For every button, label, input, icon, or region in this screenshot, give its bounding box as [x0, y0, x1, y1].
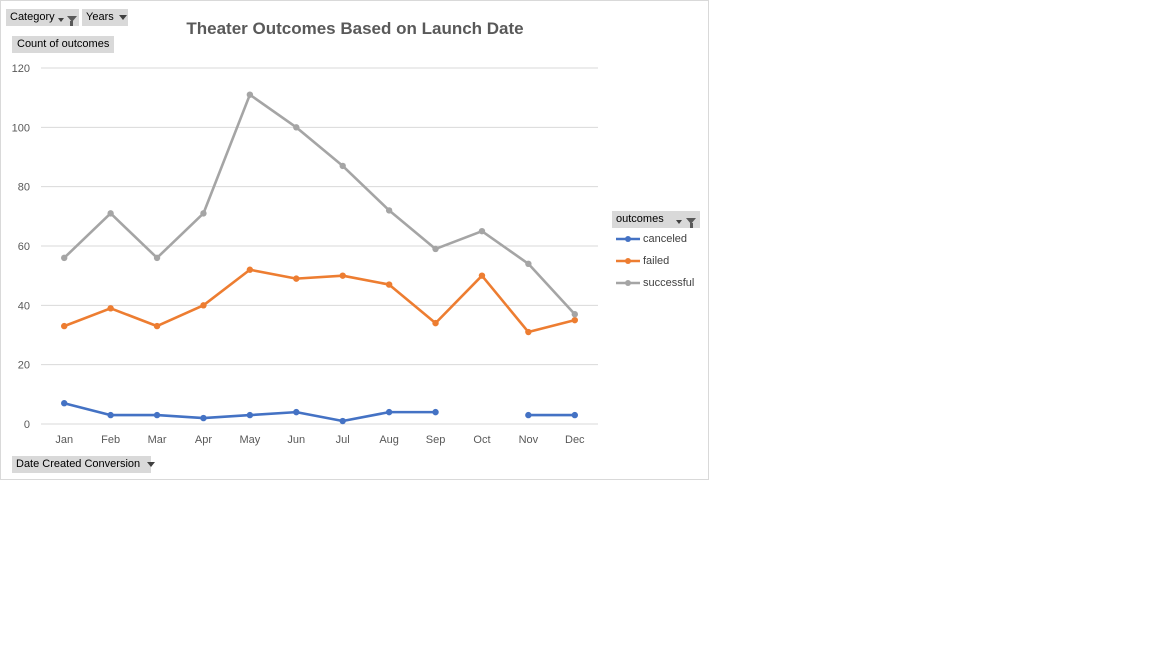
y-tick-label: 20	[18, 360, 30, 372]
legend-swatch-failed	[616, 258, 640, 264]
x-tick-label: May	[239, 434, 260, 446]
data-point-failed-jan[interactable]	[61, 322, 68, 330]
y-tick-label: 60	[18, 241, 30, 253]
data-point-successful-aug[interactable]	[385, 207, 393, 214]
x-tick-label: Jan	[55, 434, 73, 446]
date-axis-field-button[interactable]: Date Created Conversion	[12, 456, 156, 473]
data-point-successful-sep[interactable]	[432, 245, 439, 253]
chevron-down-icon	[676, 219, 682, 224]
gridlines	[41, 67, 598, 425]
legend-field-button[interactable]: outcomes	[612, 211, 700, 228]
x-tick-label: Nov	[519, 434, 539, 446]
x-tick-label: Aug	[379, 434, 399, 446]
series-failed	[61, 266, 578, 336]
data-point-failed-jun[interactable]	[293, 275, 300, 282]
years-filter-button[interactable]: Years	[82, 9, 128, 26]
legend-label-canceled: canceled	[643, 233, 688, 245]
series-lines	[61, 91, 578, 425]
chevron-down-icon	[57, 17, 64, 22]
y-tick-label: 80	[18, 182, 30, 194]
y-tick-label: 40	[18, 300, 30, 312]
data-point-failed-mar[interactable]	[153, 322, 161, 330]
series-line-canceled	[63, 401, 575, 423]
data-point-failed-dec[interactable]	[571, 316, 578, 324]
data-point-canceled-dec[interactable]	[571, 411, 578, 419]
data-point-successful-apr[interactable]	[200, 210, 207, 217]
y-axis-ticks: 0 20 40 60 80 100 120	[12, 63, 30, 431]
legend-swatch-canceled	[616, 236, 640, 242]
data-point-canceled-feb[interactable]	[107, 411, 114, 419]
x-tick-label: Sep	[426, 434, 446, 446]
data-point-successful-oct[interactable]	[478, 227, 486, 235]
data-point-canceled-may[interactable]	[246, 411, 254, 419]
data-point-canceled-mar[interactable]	[153, 411, 161, 419]
data-point-successful-feb[interactable]	[107, 210, 114, 217]
pivot-chart[interactable]: Category Years Count of outcomes Theater…	[0, 0, 709, 480]
legend-label-successful: successful	[643, 277, 695, 289]
series-line-successful	[63, 93, 576, 316]
series-canceled	[61, 400, 578, 425]
dropdown-arrow-icon	[147, 462, 156, 467]
data-point-canceled-aug[interactable]	[385, 408, 393, 416]
data-point-canceled-apr[interactable]	[200, 414, 207, 422]
years-filter-label: Years	[86, 11, 114, 23]
filter-icon	[686, 217, 696, 228]
x-tick-label: Feb	[101, 434, 120, 446]
category-filter-label: Category	[10, 11, 55, 23]
series-line-failed	[63, 268, 576, 334]
category-filter-button[interactable]: Category	[6, 9, 79, 26]
y-tick-label: 100	[12, 122, 30, 134]
filter-icon	[66, 15, 77, 26]
data-point-successful-nov[interactable]	[525, 260, 532, 267]
legend-item-successful: successful	[612, 272, 700, 294]
y-tick-label: 0	[24, 419, 30, 431]
dropdown-arrow-icon	[118, 15, 127, 20]
data-point-failed-aug[interactable]	[385, 281, 393, 288]
data-point-canceled-sep[interactable]	[432, 408, 439, 416]
series-successful	[61, 91, 578, 318]
legend-swatch-successful	[616, 280, 640, 286]
y-axis-label: Count of outcomes	[17, 38, 110, 50]
data-point-canceled-jan[interactable]	[61, 400, 68, 407]
legend-label-failed: failed	[643, 255, 670, 267]
data-point-failed-oct[interactable]	[478, 272, 486, 279]
data-point-canceled-jul[interactable]	[339, 417, 346, 425]
x-tick-label: Jul	[336, 434, 350, 446]
data-point-successful-jul[interactable]	[339, 162, 346, 170]
legend-item-canceled: canceled	[612, 228, 700, 250]
legend-item-failed: failed	[612, 250, 700, 272]
data-point-canceled-jun[interactable]	[293, 408, 300, 416]
data-point-canceled-nov[interactable]	[525, 411, 532, 419]
y-tick-label: 120	[12, 63, 30, 75]
x-tick-label: Oct	[473, 434, 490, 446]
data-point-successful-dec[interactable]	[571, 311, 578, 318]
data-point-failed-may[interactable]	[246, 266, 254, 273]
value-field-button[interactable]: Count of outcomes	[12, 36, 115, 53]
x-tick-label: Dec	[565, 434, 585, 446]
x-tick-label: Jun	[287, 434, 305, 446]
line-chart-plot: Theater Outcomes Based on Launch Date 0 2…	[12, 19, 598, 446]
data-point-failed-feb[interactable]	[107, 305, 114, 312]
data-point-successful-may[interactable]	[246, 91, 254, 98]
data-point-successful-mar[interactable]	[153, 254, 161, 262]
legend-title: outcomes	[616, 213, 664, 225]
data-point-failed-sep[interactable]	[432, 319, 439, 327]
x-tick-label: Mar	[148, 434, 167, 446]
data-point-failed-jul[interactable]	[339, 272, 346, 279]
data-point-failed-nov[interactable]	[525, 328, 532, 336]
date-axis-field-label: Date Created Conversion	[16, 458, 141, 470]
data-point-successful-jan[interactable]	[61, 254, 68, 262]
data-point-successful-jun[interactable]	[293, 124, 300, 131]
data-point-failed-apr[interactable]	[200, 302, 207, 309]
x-axis-ticks: Jan Feb Mar Apr May Jun Jul Aug Sep Oct Nov Dec	[55, 434, 585, 446]
chart-title: Theater Outcomes Based on Launch Date	[186, 19, 523, 38]
chart-legend: outcomes canceled failed successful	[612, 211, 700, 294]
x-tick-label: Apr	[195, 434, 212, 446]
